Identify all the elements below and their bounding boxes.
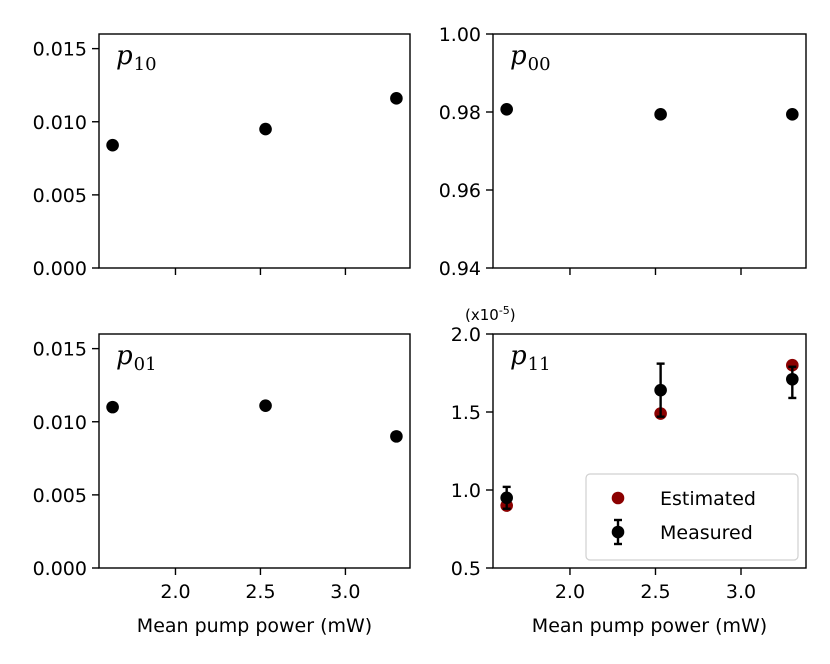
y-tick-label: 1.0 xyxy=(451,480,481,502)
measured-point xyxy=(390,430,403,443)
panel-label: p11 xyxy=(510,341,551,375)
y-tick-label: 0.010 xyxy=(33,412,87,434)
y-tick-label: 1.00 xyxy=(439,24,481,46)
measured-point xyxy=(786,372,799,386)
legend-marker-measured xyxy=(611,525,625,539)
y-tick-label: 1.5 xyxy=(451,402,481,424)
measured-point xyxy=(654,108,667,121)
measured-point xyxy=(654,383,667,397)
x-axis-label: Mean pump power (mW) xyxy=(532,615,767,637)
plot-frame xyxy=(98,333,411,569)
y-tick-label: 0.5 xyxy=(451,558,481,580)
legend xyxy=(585,473,799,561)
x-axis-label: Mean pump power (mW) xyxy=(137,615,372,637)
measured-point xyxy=(500,102,513,116)
x-tick-label: 2.0 xyxy=(160,581,190,603)
measured-point xyxy=(390,92,403,105)
x-tick-label: 3.0 xyxy=(726,581,756,603)
legend-marker-estimated xyxy=(611,491,625,505)
panel-label: p00 xyxy=(510,41,551,75)
panel-top-left: 0.000 0.005 0.010 0.015 p10 xyxy=(33,33,411,280)
y-tick-label: 0.005 xyxy=(33,185,87,207)
y-tick-label: 0.96 xyxy=(439,180,481,202)
measured-point xyxy=(259,399,272,412)
panel-top-right: 0.94 0.96 0.98 1.00 p00 xyxy=(439,24,807,280)
legend-label-estimated: Estimated xyxy=(660,488,756,510)
y-tick-label: 0.010 xyxy=(33,112,87,134)
x-tick-label: 2.0 xyxy=(555,581,585,603)
measured-point xyxy=(786,108,799,121)
y-tick-label: 0.015 xyxy=(33,339,87,361)
panel-bottom-left: 0.000 0.005 0.010 0.015 2.0 2.5 3.0 Mean pump p… xyxy=(33,333,411,637)
measured-point xyxy=(106,138,119,152)
plot-frame xyxy=(98,33,411,269)
measured-point xyxy=(500,491,513,505)
panel-label: p01 xyxy=(116,341,157,375)
y-tick-label: 0.000 xyxy=(33,258,87,280)
y-tick-label: 2.0 xyxy=(451,324,481,346)
plot-frame xyxy=(492,333,807,569)
y-tick-label: 0.98 xyxy=(439,102,481,124)
y-tick-label: 0.000 xyxy=(33,558,87,580)
estimated-point xyxy=(786,358,799,372)
y-tick-label: 0.015 xyxy=(33,39,87,61)
y-tick-label: 0.94 xyxy=(439,258,481,280)
panel-bottom-right: 0.5 1.0 1.5 2.0 2.0 2.5 3.0 Mean pump power (mW… xyxy=(451,304,807,637)
y-axis-multiplier: (x10-5) xyxy=(465,304,516,324)
x-tick-label: 2.5 xyxy=(245,581,275,603)
measured-point xyxy=(259,122,272,136)
plot-frame xyxy=(492,33,807,269)
y-tick-label: 0.005 xyxy=(33,485,87,507)
x-tick-label: 3.0 xyxy=(330,581,360,603)
measured-point xyxy=(106,400,119,414)
x-tick-label: 2.5 xyxy=(640,581,670,603)
panel-label: p10 xyxy=(116,41,157,75)
legend-label-measured: Measured xyxy=(660,522,753,544)
